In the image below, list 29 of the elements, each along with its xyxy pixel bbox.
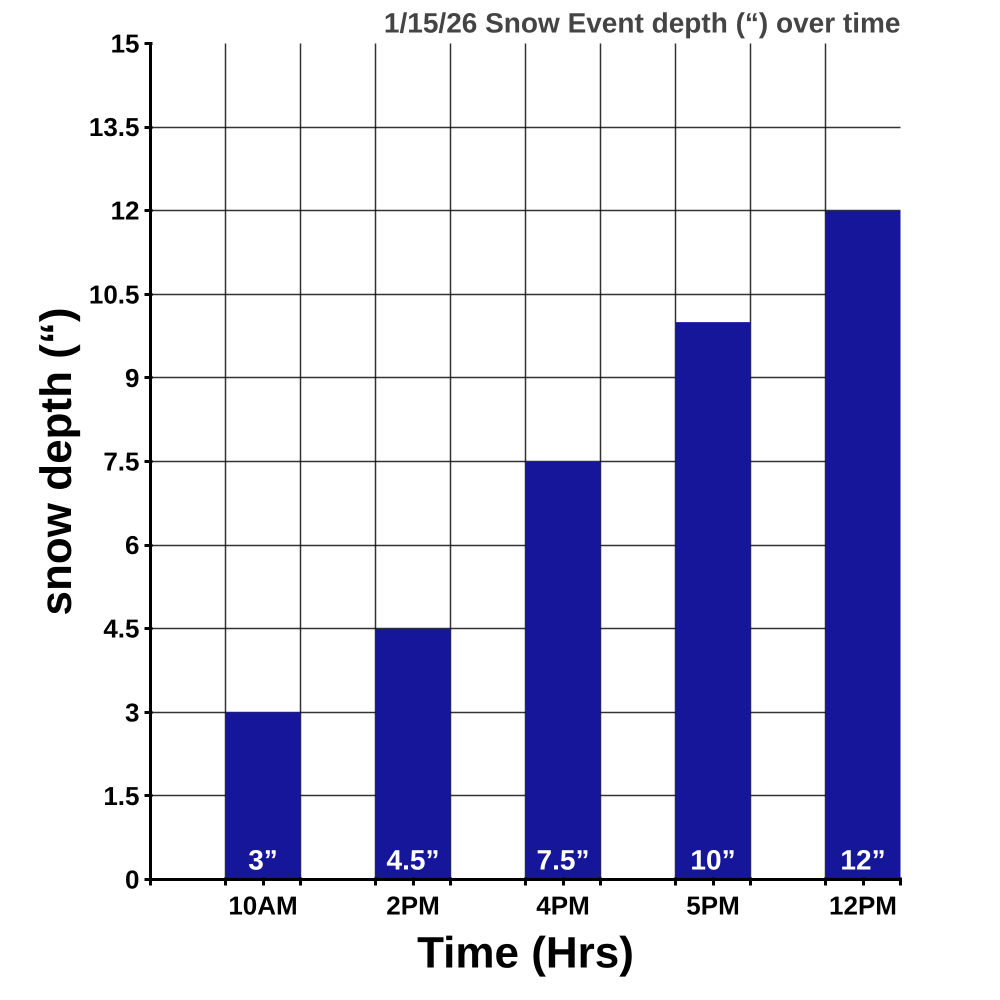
data-label: 7.5” [536, 844, 590, 876]
y-tick-label: 6 [125, 530, 140, 560]
x-tick-label: 4PM [536, 890, 590, 920]
data-label: 3” [248, 844, 278, 876]
chart-title: 1/15/26 Snow Event depth (“) over time [384, 8, 900, 38]
bar [676, 322, 750, 880]
bar [826, 210, 900, 880]
y-tick-label: 7.5 [103, 446, 140, 476]
x-tick-label: 10AM [228, 890, 298, 920]
y-tick-label: 12 [110, 196, 140, 226]
y-tick-label: 3 [125, 697, 140, 728]
y-tick-label: 10.5 [88, 279, 140, 310]
y-tick-label: 13.5 [88, 112, 140, 142]
data-label: 10” [690, 844, 736, 876]
x-axis-title: Time (Hrs) [417, 928, 634, 978]
bar [226, 712, 300, 880]
data-label: 12” [840, 844, 886, 876]
y-tick-label: 0 [125, 864, 140, 894]
y-tick-label: 4.5 [103, 614, 140, 644]
y-tick-label: 1.5 [103, 780, 140, 811]
bar [526, 462, 600, 880]
bar [376, 628, 450, 880]
x-tick-label: 2PM [386, 890, 440, 920]
x-tick-label: 12PM [829, 890, 897, 920]
data-label: 4.5” [386, 844, 440, 876]
y-tick-label: 15 [110, 28, 140, 58]
x-tick-label: 5PM [686, 890, 740, 920]
y-tick-label: 9 [125, 362, 140, 393]
y-axis-title: snow depth (“) [32, 308, 81, 616]
